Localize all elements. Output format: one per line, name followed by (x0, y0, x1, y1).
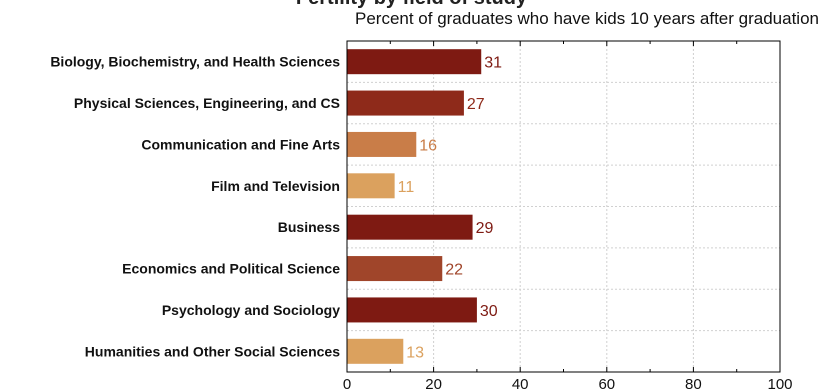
data-label: 27 (467, 96, 485, 113)
bar (347, 256, 443, 282)
bar (347, 297, 477, 323)
chart-title: Fertility by field of study (0, 0, 823, 8)
x-tick-label: 80 (685, 376, 702, 392)
category-label: Communication and Fine Arts (141, 136, 340, 152)
x-tick-label: 40 (512, 376, 529, 392)
data-label: 31 (484, 55, 502, 72)
axes (346, 40, 781, 373)
category-label: Physical Sciences, Engineering, and CS (74, 95, 340, 111)
bars (347, 49, 482, 364)
data-label: 30 (480, 303, 498, 320)
labels: 31 Biology, Biochemistry, and Health Scie… (50, 54, 792, 392)
category-label: Economics and Political Science (122, 261, 340, 277)
data-label: 22 (445, 262, 463, 279)
data-label: 13 (406, 344, 424, 361)
x-tick-label: 100 (767, 376, 792, 392)
gridlines (347, 41, 780, 372)
category-label: Humanities and Other Social Sciences (85, 343, 340, 359)
bar (347, 49, 482, 75)
x-tick-label: 20 (425, 376, 442, 392)
bar (347, 90, 464, 116)
bar (347, 214, 473, 240)
category-label: Biology, Biochemistry, and Health Scienc… (50, 54, 340, 70)
category-label: Psychology and Sociology (162, 302, 340, 318)
bar (347, 338, 404, 364)
category-label: Film and Television (211, 178, 340, 194)
data-label: 11 (398, 179, 415, 196)
chart-title-clip: Fertility by field of study (0, 0, 823, 8)
category-label: Business (278, 219, 340, 235)
x-tick-label: 60 (598, 376, 615, 392)
x-tick-label: 0 (343, 376, 351, 392)
chart-subtitle: Percent of graduates who have kids 10 ye… (354, 9, 819, 28)
data-label: 16 (419, 137, 437, 154)
data-label: 29 (476, 220, 494, 237)
bar (347, 173, 395, 199)
bar (347, 131, 417, 157)
